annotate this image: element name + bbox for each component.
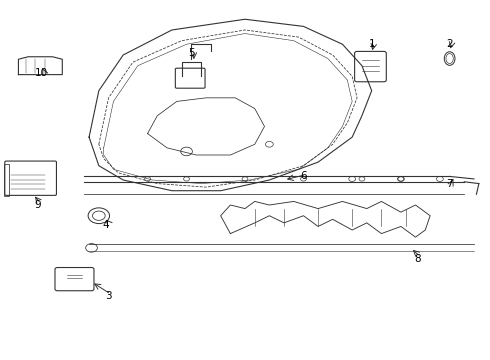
Text: 8: 8: [415, 253, 421, 264]
Text: 7: 7: [446, 179, 453, 189]
Text: 1: 1: [368, 39, 375, 49]
Text: 10: 10: [35, 68, 48, 78]
Text: 2: 2: [446, 39, 453, 49]
Text: 5: 5: [188, 48, 195, 58]
Text: 4: 4: [103, 220, 109, 230]
Text: 9: 9: [35, 200, 41, 210]
Text: 6: 6: [300, 171, 307, 181]
Text: 3: 3: [105, 291, 112, 301]
